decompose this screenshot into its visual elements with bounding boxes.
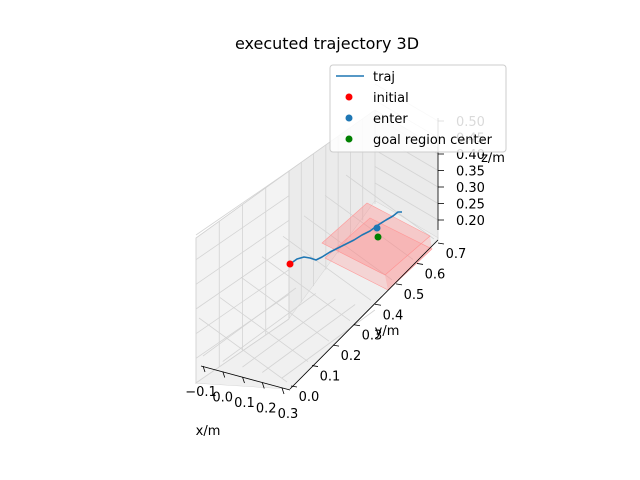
legend-label-enter: enter [373, 112, 408, 127]
y-gridline [303, 215, 393, 281]
z-tick-label: 0.35 [456, 165, 485, 180]
z-gridline-back [374, 166, 439, 204]
y-tick-label: 0.0 [299, 390, 320, 405]
axes-grid [195, 83, 439, 384]
x-tick-mark [202, 365, 206, 373]
y-tick-label: 0.4 [383, 308, 404, 323]
y-tick-label: 0.2 [341, 349, 362, 364]
legend-label-goal-region-center: goal region center [373, 133, 493, 148]
legend-swatch-goal-region-center [345, 135, 353, 143]
y-gridline [282, 235, 372, 301]
x-axis: −0.10.0 0.1 0.2 0.3 x/m [185, 365, 299, 439]
y-tick-mark [311, 365, 319, 367]
y-axis-label: y/m [375, 324, 400, 339]
z-gridline-back [374, 182, 439, 221]
x-axis-label: x/m [196, 424, 221, 439]
x-gridline [222, 293, 316, 362]
x-gridline [242, 298, 336, 368]
z-gridline-back [374, 149, 439, 188]
y-tick-label: 0.5 [404, 288, 425, 303]
legend-swatch-enter [345, 114, 353, 122]
z-tick-label: 0.30 [456, 181, 485, 196]
y-tick-mark [416, 263, 424, 265]
x-tick-label: 0.3 [278, 407, 299, 422]
goal-region-side [385, 236, 432, 290]
y-tick-label: 0.3 [362, 329, 383, 344]
y-gridline [345, 174, 435, 240]
y-tick-label: 0.7 [446, 247, 467, 262]
x-tick-label: 0.1 [234, 396, 255, 411]
x-tick-mark [222, 371, 226, 378]
point-enter [373, 224, 381, 232]
y-gridline [198, 317, 288, 383]
chart-title: executed trajectory 3D [235, 34, 419, 53]
z-axis-label: z/m [481, 151, 505, 166]
y-axis-line [289, 239, 439, 390]
point-goal-region-center [374, 233, 382, 241]
y-axis: 0.00.10.20.30.40.50.60.7 y/m [289, 239, 467, 405]
legend-label-traj: traj [373, 70, 395, 85]
goal-region-bottom [324, 217, 433, 291]
y-tick-label: 0.6 [425, 267, 446, 282]
x-tick-mark [242, 376, 245, 384]
pane-floor-main [196, 201, 438, 389]
z-tick-label: 0.25 [456, 198, 485, 213]
y-gridline [240, 276, 330, 342]
y-tick-mark [437, 242, 445, 245]
y-tick-mark [332, 344, 340, 347]
legend-frame [329, 64, 507, 153]
z-tick-label: 0.20 [456, 214, 485, 229]
x-tick-label: 0.2 [256, 402, 277, 417]
x-tick-mark [261, 382, 265, 389]
x-gridline [281, 309, 376, 379]
y-tick-mark [395, 283, 403, 286]
x-tick-label: 0.0 [212, 391, 233, 406]
y-tick-mark [290, 385, 298, 388]
x-tick-mark [281, 387, 285, 395]
y-tick-mark [374, 303, 382, 306]
x-gridline [262, 304, 356, 373]
x-axis-line [200, 365, 291, 391]
y-gridline [261, 256, 351, 322]
point-initial [286, 260, 294, 268]
legend: traj initial enter goal region center [329, 64, 507, 153]
series-traj-line [289, 211, 402, 265]
y-gridline [324, 195, 414, 260]
legend-label-initial: initial [373, 91, 409, 106]
x-tick-label: −0.1 [185, 385, 217, 400]
legend-swatch-initial [345, 93, 353, 101]
y-tick-mark [353, 324, 361, 327]
z-gridline-left [195, 170, 290, 236]
y-tick-label: 0.1 [320, 370, 341, 385]
y-gridline [219, 297, 309, 362]
